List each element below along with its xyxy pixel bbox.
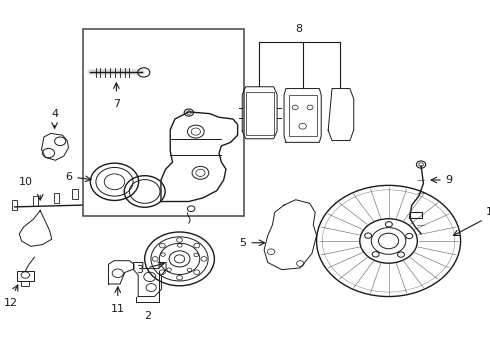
Bar	[289, 95, 317, 136]
Bar	[33, 196, 38, 206]
Text: 11: 11	[111, 304, 125, 314]
Bar	[17, 271, 34, 281]
Bar	[72, 189, 78, 199]
Bar	[411, 212, 422, 218]
Text: 4: 4	[51, 109, 58, 119]
Text: 12: 12	[3, 298, 18, 309]
Text: 8: 8	[295, 24, 302, 34]
Bar	[83, 30, 244, 216]
Text: 5: 5	[239, 238, 246, 248]
Bar	[12, 200, 18, 210]
Text: 1: 1	[486, 207, 490, 217]
Text: 2: 2	[144, 311, 151, 321]
Text: 9: 9	[446, 175, 453, 185]
Text: 10: 10	[19, 177, 33, 187]
Text: 3: 3	[137, 265, 144, 275]
Text: 6: 6	[66, 172, 73, 182]
Bar	[53, 193, 59, 203]
Text: 7: 7	[113, 99, 120, 109]
Bar	[21, 281, 29, 286]
Bar	[246, 92, 274, 135]
